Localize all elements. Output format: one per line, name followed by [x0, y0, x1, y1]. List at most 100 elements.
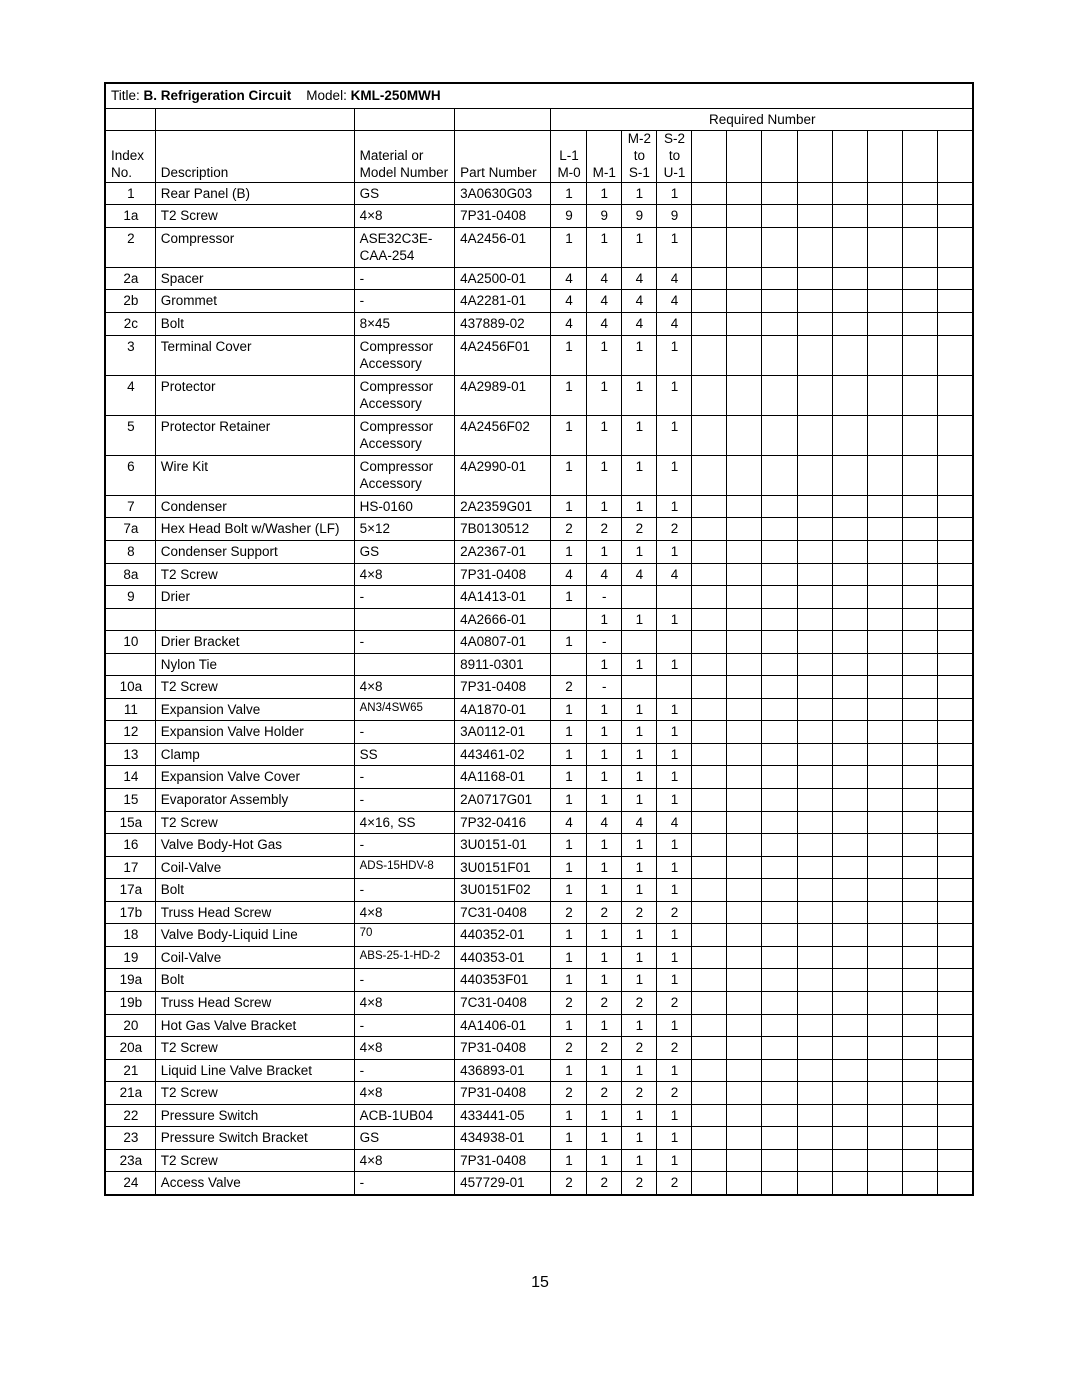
cell-description: Protector Retainer	[155, 415, 354, 455]
cell-qty	[727, 1059, 762, 1082]
table-row: 22Pressure SwitchACB-1UB04433441-051111	[105, 1104, 973, 1127]
cell-qty	[832, 563, 867, 586]
cell-qty: 1	[586, 743, 621, 766]
cell-index: 11	[105, 698, 155, 721]
cell-qty	[727, 1149, 762, 1172]
cell-qty: 1	[586, 375, 621, 415]
cell-qty	[832, 1082, 867, 1105]
cell-qty: 1	[551, 227, 586, 267]
hdr-qty: U-1	[656, 165, 691, 182]
cell-qty	[938, 313, 973, 336]
cell-index: 2c	[105, 313, 155, 336]
cell-description: Nylon Tie	[155, 653, 354, 676]
table-row: 17bTruss Head Screw4×87C31-04082222	[105, 901, 973, 924]
cell-qty: 9	[656, 205, 691, 228]
cell-qty	[938, 290, 973, 313]
cell-qty	[762, 653, 797, 676]
cell-qty: 1	[656, 743, 691, 766]
cell-qty: 1	[621, 455, 656, 495]
cell-qty: 1	[551, 455, 586, 495]
cell-qty: 1	[621, 721, 656, 744]
cell-qty	[903, 205, 938, 228]
cell-part-number: 4A2456-01	[455, 227, 551, 267]
cell-part-number: 4A2281-01	[455, 290, 551, 313]
cell-qty: 2	[586, 1037, 621, 1060]
cell-qty: 1	[551, 495, 586, 518]
cell-qty	[692, 653, 727, 676]
cell-qty	[727, 267, 762, 290]
cell-description: Hex Head Bolt w/Washer (LF)	[155, 518, 354, 541]
cell-qty	[797, 1059, 832, 1082]
cell-qty	[762, 743, 797, 766]
cell-qty	[727, 1104, 762, 1127]
cell-qty: 9	[586, 205, 621, 228]
cell-material: -	[354, 721, 454, 744]
hdr-qty	[867, 165, 902, 182]
cell-part-number: 3A0112-01	[455, 721, 551, 744]
cell-qty	[867, 811, 902, 834]
cell-qty	[692, 631, 727, 654]
cell-qty	[938, 608, 973, 631]
cell-qty: 4	[586, 563, 621, 586]
cell-qty	[832, 608, 867, 631]
cell-qty	[797, 563, 832, 586]
cell-description: Drier	[155, 586, 354, 609]
cell-qty	[867, 313, 902, 336]
table-row: 21Liquid Line Valve Bracket-436893-01111…	[105, 1059, 973, 1082]
cell-index: 21	[105, 1059, 155, 1082]
cell-qty	[903, 946, 938, 969]
cell-part-number: 4A2456F02	[455, 415, 551, 455]
cell-qty: 1	[586, 969, 621, 992]
cell-material: 4×8	[354, 676, 454, 699]
cell-qty	[797, 901, 832, 924]
cell-qty	[832, 879, 867, 902]
cell-qty: 1	[656, 182, 691, 205]
cell-part-number: 3A0630G03	[455, 182, 551, 205]
cell-qty	[762, 541, 797, 564]
hdr-qty: M-1	[586, 165, 621, 182]
cell-qty	[797, 676, 832, 699]
cell-qty: 1	[551, 375, 586, 415]
cell-qty	[762, 811, 797, 834]
cell-qty	[938, 743, 973, 766]
cell-qty	[762, 766, 797, 789]
cell-qty	[692, 267, 727, 290]
cell-qty	[938, 991, 973, 1014]
cell-description: Valve Body-Liquid Line	[155, 924, 354, 947]
cell-qty	[938, 1149, 973, 1172]
cell-qty	[903, 811, 938, 834]
cell-qty: 2	[586, 991, 621, 1014]
cell-index: 17b	[105, 901, 155, 924]
cell-part-number: 7P31-0408	[455, 676, 551, 699]
cell-qty	[692, 924, 727, 947]
cell-qty	[692, 290, 727, 313]
cell-qty	[832, 901, 867, 924]
cell-index: 4	[105, 375, 155, 415]
cell-qty	[832, 267, 867, 290]
cell-qty	[692, 901, 727, 924]
cell-qty	[727, 856, 762, 879]
cell-qty: 4	[656, 290, 691, 313]
cell-qty: 1	[586, 1149, 621, 1172]
hdr-qty	[903, 148, 938, 165]
cell-qty	[727, 1014, 762, 1037]
cell-qty	[867, 766, 902, 789]
cell-qty	[938, 698, 973, 721]
cell-qty	[903, 586, 938, 609]
cell-material: ASE32C3E-CAA-254	[354, 227, 454, 267]
cell-qty: 4	[586, 290, 621, 313]
cell-qty: 1	[656, 1149, 691, 1172]
cell-qty	[797, 1104, 832, 1127]
cell-qty: 2	[586, 518, 621, 541]
cell-qty	[832, 495, 867, 518]
cell-material: 4×8	[354, 1149, 454, 1172]
cell-qty: 1	[656, 969, 691, 992]
cell-part-number: 7P31-0408	[455, 1149, 551, 1172]
hdr-qty	[586, 148, 621, 165]
cell-part-number: 437889-02	[455, 313, 551, 336]
cell-qty	[762, 455, 797, 495]
cell-part-number: 2A2359G01	[455, 495, 551, 518]
cell-index: 24	[105, 1172, 155, 1195]
cell-qty	[762, 924, 797, 947]
cell-qty: 1	[656, 227, 691, 267]
